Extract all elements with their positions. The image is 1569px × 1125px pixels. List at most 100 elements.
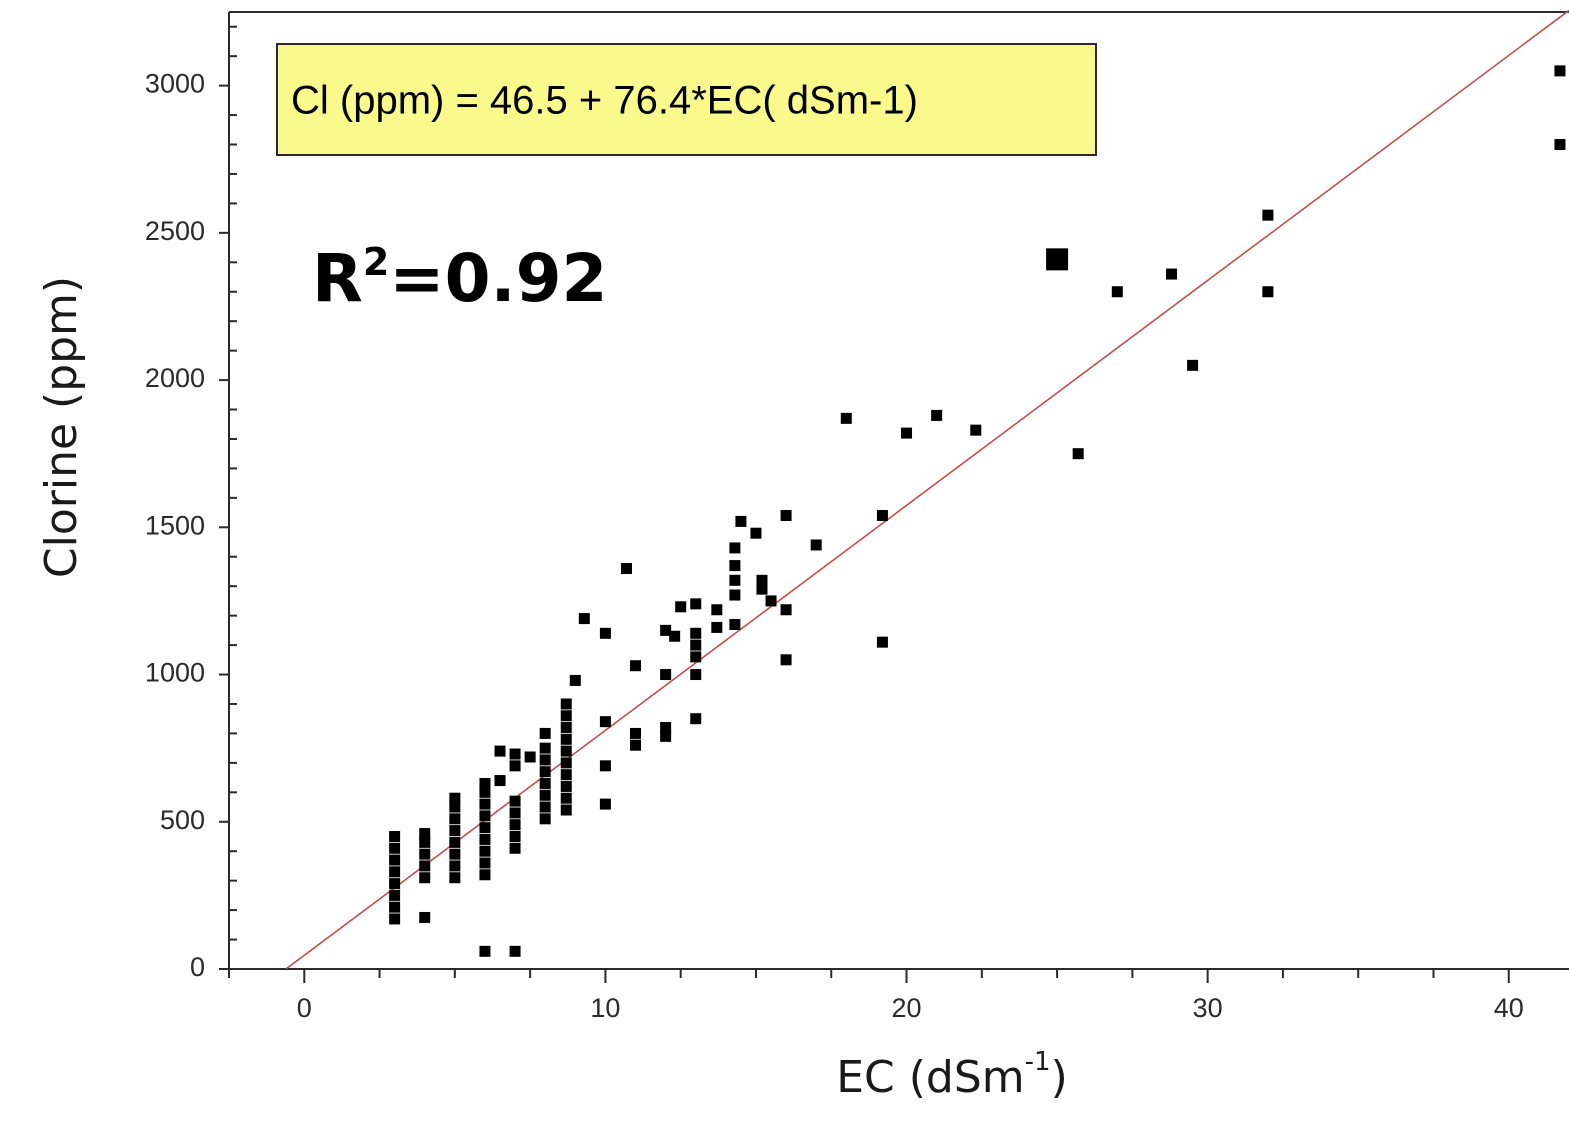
data-point — [419, 828, 431, 840]
plot-frame — [228, 11, 1569, 970]
data-point — [389, 842, 401, 854]
data-point — [449, 801, 461, 813]
data-point — [578, 613, 590, 625]
data-point — [479, 857, 491, 869]
data-point — [479, 786, 491, 798]
data-point — [539, 777, 551, 789]
data-point — [419, 836, 431, 848]
data-point — [389, 854, 401, 866]
data-point — [539, 813, 551, 825]
data-point — [539, 801, 551, 813]
data-point — [389, 830, 401, 842]
x-tick-label: 0 — [297, 993, 312, 1023]
data-point — [509, 819, 521, 831]
data-point — [729, 589, 741, 601]
data-point — [660, 624, 672, 636]
y-tick-label: 3000 — [145, 69, 205, 99]
data-point — [539, 789, 551, 801]
data-point — [560, 792, 572, 804]
x-axis-title-superscript: -1 — [1025, 1047, 1051, 1077]
y-tick-label: 1000 — [145, 658, 205, 688]
data-point — [660, 722, 672, 734]
data-point — [630, 660, 642, 672]
y-tick-label: 1500 — [145, 510, 205, 540]
data-point — [690, 627, 702, 639]
data-point — [599, 760, 611, 772]
data-point — [711, 604, 723, 616]
x-axis-title-base: EC (dSm — [836, 1052, 1024, 1103]
data-point — [419, 911, 431, 923]
data-point — [419, 860, 431, 872]
data-point — [479, 810, 491, 822]
regression-line — [285, 9, 1569, 970]
x-axis-title-close: ) — [1051, 1052, 1068, 1103]
y-tick-label: 500 — [160, 805, 205, 835]
data-point — [675, 601, 687, 613]
data-point — [389, 901, 401, 913]
data-point — [660, 730, 672, 742]
data-point — [539, 754, 551, 766]
data-point — [1046, 248, 1069, 271]
data-point — [449, 860, 461, 872]
r-squared-label: R2=0.92 — [312, 240, 607, 317]
data-point — [509, 830, 521, 842]
x-axis-title: EC (dSm-1) — [836, 1047, 1068, 1103]
data-point — [560, 698, 572, 710]
data-point — [970, 424, 982, 436]
data-point — [389, 878, 401, 890]
data-point — [931, 409, 943, 421]
data-point — [449, 836, 461, 848]
data-point — [560, 780, 572, 792]
data-point — [690, 598, 702, 610]
data-point — [1111, 286, 1123, 298]
data-point — [711, 621, 723, 633]
data-point — [876, 510, 888, 522]
y-axis-title: Clorine (ppm) — [36, 276, 87, 578]
data-point — [494, 745, 506, 757]
data-point — [479, 833, 491, 845]
data-point — [690, 713, 702, 725]
data-point — [449, 825, 461, 837]
data-point — [449, 848, 461, 860]
data-point — [756, 583, 768, 595]
r-squared-value: =0.92 — [389, 240, 607, 317]
data-point — [729, 560, 741, 572]
data-point — [509, 760, 521, 772]
data-point — [560, 722, 572, 734]
y-tick-label: 2500 — [145, 216, 205, 246]
equation-label: Cl (ppm) = 46.5 + 76.4*EC( dSm-1) — [291, 79, 918, 123]
data-point — [690, 651, 702, 663]
data-point — [479, 798, 491, 810]
data-point — [479, 822, 491, 834]
equation-box-background — [276, 43, 1097, 156]
data-point — [449, 872, 461, 884]
data-point — [780, 604, 792, 616]
data-point — [509, 748, 521, 760]
data-point — [599, 716, 611, 728]
data-point — [479, 777, 491, 789]
r-squared-base: R — [312, 240, 363, 317]
data-point — [810, 539, 822, 551]
data-point — [630, 727, 642, 739]
data-point — [509, 945, 521, 957]
data-point — [560, 757, 572, 769]
data-point — [539, 742, 551, 754]
data-point — [1554, 139, 1566, 151]
r-squared-superscript: 2 — [363, 240, 389, 284]
data-point — [509, 807, 521, 819]
data-point — [539, 766, 551, 778]
data-point — [479, 945, 491, 957]
data-point — [479, 869, 491, 881]
data-point — [1187, 359, 1199, 371]
data-point — [599, 798, 611, 810]
data-point — [876, 636, 888, 648]
data-point — [389, 913, 401, 925]
data-point — [560, 804, 572, 816]
data-point — [419, 872, 431, 884]
data-point — [569, 674, 581, 686]
equation-box: Cl (ppm) = 46.5 + 76.4*EC( dSm-1) — [276, 43, 1097, 156]
data-point — [560, 710, 572, 722]
data-point — [389, 866, 401, 878]
data-point — [901, 427, 913, 439]
